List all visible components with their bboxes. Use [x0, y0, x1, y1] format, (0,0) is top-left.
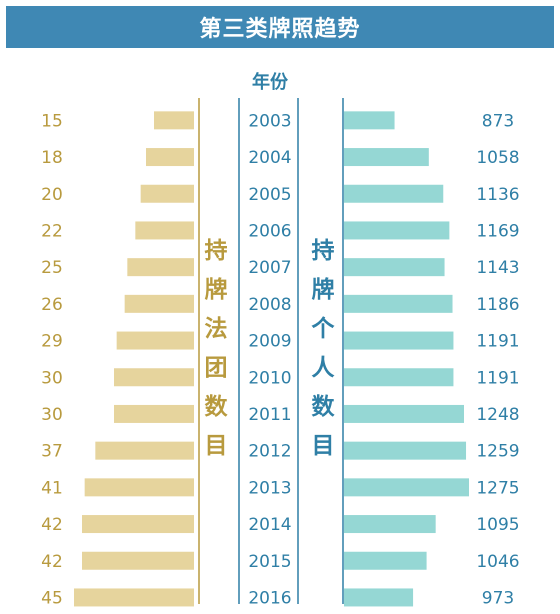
individual-bar [344, 441, 467, 460]
individual-value-label: 1095 [476, 515, 519, 535]
individual-value-label: 973 [482, 588, 514, 608]
individual-bar [344, 368, 454, 387]
corporation-bar [154, 111, 194, 130]
individual-value-label: 1058 [476, 148, 519, 168]
year-label: 2008 [248, 295, 291, 315]
year-label: 2015 [248, 552, 291, 572]
year-label: 2007 [248, 258, 291, 278]
individual-bar [344, 551, 427, 570]
corporation-value-label: 30 [41, 405, 63, 425]
individual-value-label: 1186 [476, 295, 519, 315]
corporation-axis-label: 牌 [205, 276, 228, 303]
corporation-bar [127, 258, 194, 277]
individual-value-label: 1046 [476, 552, 519, 572]
year-label: 2005 [248, 185, 291, 205]
individual-bar [344, 294, 453, 313]
corporation-value-label: 41 [41, 478, 63, 498]
corporation-value-label: 22 [41, 221, 63, 241]
year-label: 2004 [248, 148, 291, 168]
individual-axis-label: 目 [312, 433, 335, 459]
corporation-value-label: 26 [41, 295, 63, 315]
corporation-axis-label: 法 [205, 316, 228, 342]
individual-bar [344, 588, 414, 607]
individual-bar [344, 331, 454, 350]
year-label: 2016 [248, 588, 291, 608]
individual-bar [344, 404, 464, 423]
corporation-bar [82, 515, 194, 534]
corporation-value-label: 42 [41, 515, 63, 535]
individual-value-label: 1136 [476, 185, 519, 205]
corporation-bar [114, 368, 194, 387]
corporation-axis-label: 数 [205, 394, 229, 420]
individual-value-label: 1248 [476, 405, 519, 425]
corporation-value-label: 15 [41, 111, 63, 131]
individual-value-label: 873 [482, 111, 514, 131]
corporation-value-label: 20 [41, 185, 63, 205]
year-label: 2012 [248, 442, 291, 462]
corporation-bar [124, 294, 194, 313]
individual-axis-label: 人 [312, 355, 336, 381]
individual-axis-label: 数 [312, 394, 336, 420]
year-header: 年份 [252, 71, 289, 93]
individual-value-label: 1259 [476, 442, 519, 462]
year-label: 2011 [248, 405, 291, 425]
year-label: 2006 [248, 221, 291, 241]
corporation-bar [95, 441, 194, 460]
individual-bar [344, 515, 436, 534]
year-label: 2009 [248, 332, 291, 352]
corporation-axis-label: 团 [205, 355, 228, 381]
individual-axis-label: 个 [312, 316, 336, 342]
individual-axis-label: 持 [312, 238, 335, 264]
individual-bar [344, 258, 445, 277]
individual-bar [344, 478, 469, 497]
corporation-bar [84, 478, 194, 497]
corporation-bar [82, 551, 194, 570]
individual-value-label: 1143 [476, 258, 519, 278]
corporation-value-label: 29 [41, 332, 63, 352]
individual-bar [344, 148, 429, 167]
corporation-axis-label: 持 [205, 238, 228, 264]
individual-bar [344, 184, 444, 203]
chart-title: 第三类牌照趋势 [6, 6, 554, 48]
individual-value-label: 1191 [476, 332, 519, 352]
corporation-value-label: 37 [41, 442, 63, 462]
corporation-bar [146, 148, 194, 167]
individual-bar [344, 221, 450, 240]
corporation-value-label: 42 [41, 552, 63, 572]
corporation-bar [135, 221, 194, 240]
year-label: 2010 [248, 368, 291, 388]
year-label: 2003 [248, 111, 291, 131]
year-label: 2013 [248, 478, 291, 498]
individual-value-label: 1169 [476, 221, 519, 241]
individual-bar [344, 111, 395, 130]
individual-value-label: 1191 [476, 368, 519, 388]
corporation-bar [74, 588, 194, 607]
corporation-value-label: 45 [41, 588, 63, 608]
corporation-value-label: 30 [41, 368, 63, 388]
corporation-value-label: 25 [41, 258, 63, 278]
individual-value-label: 1275 [476, 478, 519, 498]
corporation-bar [114, 404, 194, 423]
corporation-value-label: 18 [41, 148, 63, 168]
corporation-bar [116, 331, 194, 350]
year-label: 2014 [248, 515, 291, 535]
corporation-bar [140, 184, 194, 203]
corporation-axis-label: 目 [205, 433, 228, 459]
individual-axis-label: 牌 [312, 276, 335, 303]
